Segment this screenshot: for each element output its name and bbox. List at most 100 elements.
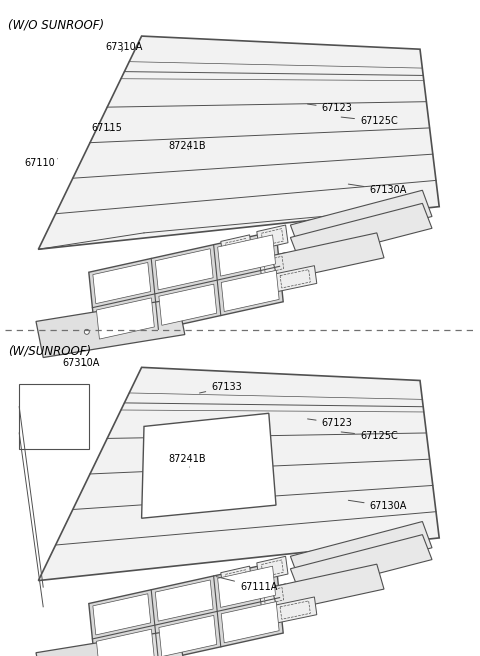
- Circle shape: [288, 602, 291, 604]
- Circle shape: [331, 551, 334, 554]
- Circle shape: [388, 562, 392, 565]
- Circle shape: [311, 583, 314, 586]
- Circle shape: [362, 557, 365, 560]
- Polygon shape: [259, 253, 288, 277]
- Text: 87241B: 87241B: [168, 140, 205, 151]
- Circle shape: [341, 258, 344, 262]
- Circle shape: [337, 246, 340, 249]
- Polygon shape: [89, 562, 283, 656]
- Text: 67130A: 67130A: [348, 501, 407, 512]
- Polygon shape: [93, 594, 151, 635]
- Polygon shape: [290, 190, 432, 251]
- Polygon shape: [36, 298, 185, 358]
- Circle shape: [315, 596, 318, 599]
- Circle shape: [84, 329, 89, 335]
- Circle shape: [368, 584, 371, 587]
- Circle shape: [357, 225, 360, 228]
- Circle shape: [337, 577, 340, 581]
- Polygon shape: [217, 566, 276, 607]
- Polygon shape: [274, 597, 317, 623]
- Text: 67111A: 67111A: [216, 577, 277, 592]
- Polygon shape: [221, 270, 279, 312]
- Text: 67310A: 67310A: [62, 358, 100, 368]
- Polygon shape: [274, 266, 317, 292]
- Polygon shape: [257, 556, 288, 581]
- Polygon shape: [290, 535, 432, 594]
- Text: 67133: 67133: [200, 382, 242, 393]
- Text: 67125C: 67125C: [341, 431, 398, 441]
- Polygon shape: [36, 630, 185, 656]
- Polygon shape: [257, 225, 288, 249]
- Circle shape: [362, 237, 365, 241]
- Circle shape: [388, 218, 392, 222]
- Polygon shape: [259, 584, 288, 608]
- Polygon shape: [159, 284, 217, 325]
- Circle shape: [362, 226, 365, 228]
- Circle shape: [331, 220, 334, 222]
- Polygon shape: [159, 615, 217, 656]
- Text: 67110: 67110: [24, 157, 58, 168]
- Circle shape: [362, 569, 365, 572]
- Polygon shape: [96, 629, 155, 656]
- Circle shape: [309, 251, 312, 255]
- Circle shape: [309, 583, 312, 586]
- Text: 67310A: 67310A: [106, 42, 143, 52]
- Polygon shape: [38, 367, 439, 581]
- Circle shape: [384, 206, 387, 209]
- Circle shape: [304, 226, 308, 230]
- Circle shape: [336, 564, 339, 567]
- Polygon shape: [38, 36, 439, 249]
- Circle shape: [384, 537, 387, 540]
- Circle shape: [331, 564, 334, 566]
- Polygon shape: [271, 564, 384, 612]
- Circle shape: [132, 653, 136, 656]
- Circle shape: [309, 571, 312, 573]
- Polygon shape: [271, 233, 384, 281]
- Circle shape: [288, 270, 291, 273]
- Circle shape: [311, 252, 314, 255]
- Circle shape: [415, 212, 418, 215]
- Text: (W/SUNROOF): (W/SUNROOF): [8, 345, 91, 358]
- Polygon shape: [221, 235, 252, 259]
- Polygon shape: [93, 262, 151, 304]
- Circle shape: [304, 239, 308, 242]
- Polygon shape: [142, 413, 276, 518]
- Circle shape: [364, 241, 367, 243]
- Text: 67123: 67123: [308, 103, 352, 113]
- Circle shape: [285, 258, 288, 260]
- Circle shape: [415, 224, 418, 227]
- Text: 67115: 67115: [91, 123, 122, 133]
- Circle shape: [410, 530, 413, 533]
- Circle shape: [415, 555, 418, 558]
- Circle shape: [410, 211, 413, 215]
- Circle shape: [132, 321, 136, 327]
- Polygon shape: [221, 602, 279, 643]
- Circle shape: [410, 199, 413, 202]
- Circle shape: [336, 576, 339, 579]
- Circle shape: [384, 550, 387, 552]
- Circle shape: [388, 231, 392, 234]
- Polygon shape: [89, 231, 283, 343]
- Circle shape: [364, 572, 367, 575]
- Circle shape: [388, 550, 392, 553]
- Polygon shape: [217, 235, 276, 276]
- Text: 67123: 67123: [308, 418, 352, 428]
- Text: 67130A: 67130A: [348, 184, 407, 195]
- Polygon shape: [96, 298, 155, 339]
- Circle shape: [415, 543, 418, 546]
- Circle shape: [309, 239, 312, 242]
- Polygon shape: [221, 566, 252, 590]
- Text: (W/O SUNROOF): (W/O SUNROOF): [8, 18, 104, 31]
- Polygon shape: [155, 580, 213, 621]
- Circle shape: [357, 544, 360, 547]
- Circle shape: [384, 218, 387, 221]
- Polygon shape: [290, 522, 432, 582]
- Circle shape: [341, 590, 344, 593]
- Circle shape: [368, 253, 371, 256]
- Text: 87241B: 87241B: [168, 454, 205, 467]
- Circle shape: [357, 556, 360, 560]
- Circle shape: [315, 264, 318, 268]
- Text: 67125C: 67125C: [341, 116, 398, 127]
- Circle shape: [410, 543, 413, 546]
- Circle shape: [304, 570, 308, 573]
